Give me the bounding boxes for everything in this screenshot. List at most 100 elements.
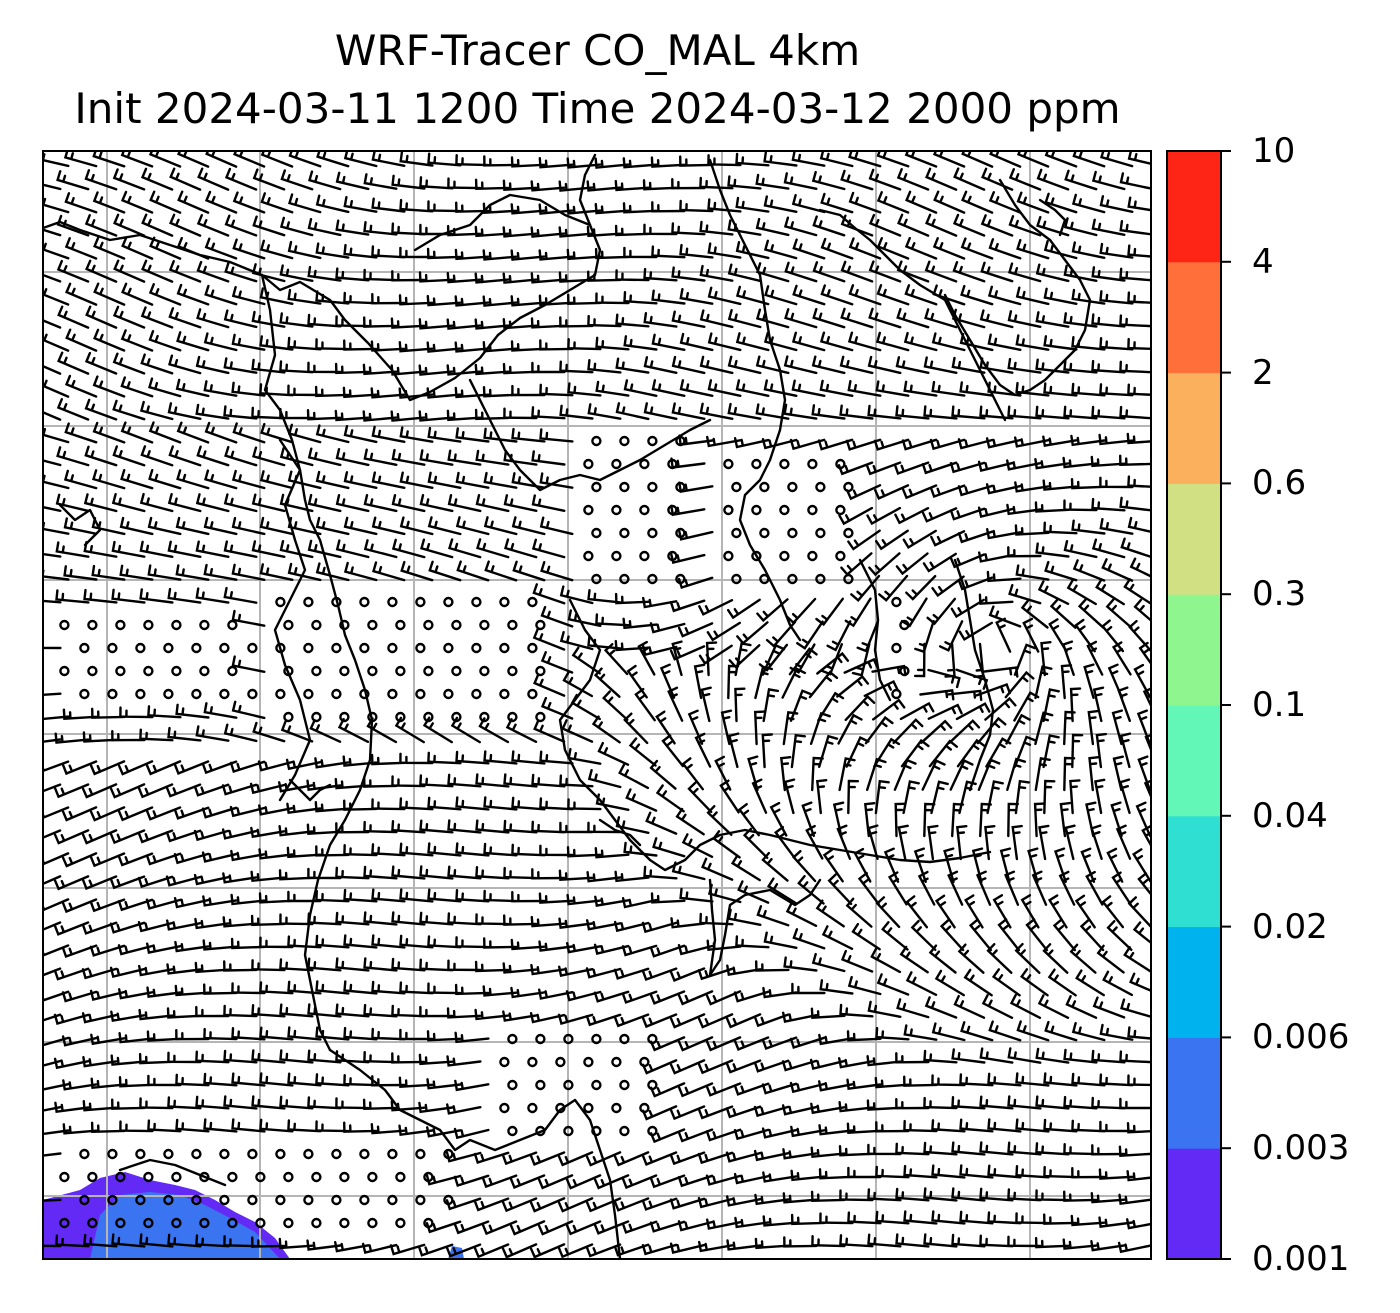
wind-barb: [455, 516, 490, 536]
wind-barb: [670, 917, 706, 929]
wind-barb: [952, 213, 986, 237]
wind-barb: [756, 598, 789, 623]
wind-barb: [953, 994, 986, 1019]
wind-barb: [307, 539, 342, 559]
wind-barb: [455, 889, 490, 903]
wind-barb: [875, 1210, 910, 1225]
calm-wind-marker: [219, 1194, 230, 1206]
wind-barb: [1083, 663, 1095, 699]
wind-barb: [840, 169, 874, 191]
wind-barb: [593, 1220, 630, 1235]
wind-barb: [43, 374, 70, 398]
wind-barb: [1127, 196, 1151, 212]
wind-barb: [623, 712, 649, 745]
wind-barb: [791, 331, 826, 352]
wind-barb: [455, 796, 490, 811]
wind-barb: [363, 776, 398, 788]
wind-barb: [391, 911, 426, 926]
calm-wind-marker: [107, 1148, 118, 1160]
wind-barb: [641, 1105, 678, 1121]
wind-barb: [538, 294, 574, 306]
wind-barb: [845, 438, 882, 451]
wind-barb: [727, 219, 762, 236]
calm-wind-marker: [611, 1056, 622, 1068]
wind-barb: [961, 190, 994, 214]
wind-barb: [1071, 241, 1106, 259]
wind-barb: [932, 284, 966, 306]
wind-barb: [755, 403, 790, 420]
wind-barb: [363, 1003, 398, 1018]
calm-wind-marker: [479, 665, 490, 677]
wind-barb: [43, 1059, 62, 1067]
wind-barb: [538, 203, 574, 215]
wind-barb: [733, 437, 770, 449]
wind-barb: [166, 919, 202, 931]
wind-barb: [1043, 287, 1078, 305]
wind-barb: [991, 968, 1021, 997]
wind-barb: [531, 773, 566, 788]
wind-barb: [502, 179, 538, 191]
wind-barb: [286, 802, 322, 815]
wind-barb: [988, 191, 1022, 214]
wind-barb: [539, 472, 574, 489]
wind-barb: [168, 260, 202, 283]
wind-barb: [53, 829, 90, 845]
wind-barb: [1102, 970, 1134, 997]
wind-barb: [1098, 1216, 1134, 1228]
calm-wind-marker: [647, 573, 658, 585]
calm-wind-marker: [415, 596, 426, 608]
calm-wind-marker: [135, 642, 146, 654]
wind-barb: [1117, 1241, 1151, 1254]
wind-barb: [671, 266, 706, 282]
wind-barbs: [43, 151, 1151, 1259]
wind-barb: [259, 470, 294, 490]
wind-barb: [892, 718, 924, 745]
wind-barb: [977, 506, 1014, 518]
wind-barb: [279, 312, 314, 328]
wind-barb: [567, 748, 602, 765]
wind-barb: [951, 405, 986, 420]
wind-barb: [539, 339, 574, 351]
wind-barb: [483, 842, 518, 857]
wind-barb: [851, 922, 881, 951]
wind-barb: [510, 340, 546, 352]
calm-wind-marker: [247, 642, 258, 654]
wind-barb: [54, 732, 90, 744]
calm-wind-marker: [751, 504, 762, 516]
wind-barb: [790, 733, 806, 769]
wind-barb: [483, 155, 518, 167]
wind-barb: [1008, 584, 1042, 605]
wind-barb: [926, 597, 957, 626]
wind-barb: [816, 651, 850, 675]
wind-barb: [621, 1174, 658, 1190]
wind-barb: [445, 1243, 482, 1258]
calm-wind-marker: [115, 665, 126, 677]
wind-barb: [221, 828, 258, 840]
wind-barb: [425, 1220, 462, 1234]
wind-barb: [371, 843, 406, 857]
wind-barb: [455, 201, 490, 213]
wind-barb: [1071, 1022, 1106, 1042]
wind-barb: [1088, 756, 1100, 792]
wind-barb: [957, 943, 985, 974]
wind-barb: [737, 880, 770, 904]
wind-barb: [810, 1190, 846, 1203]
wind-barb: [315, 194, 350, 214]
wind-barb: [118, 988, 154, 1000]
wind-barb: [446, 224, 482, 237]
wind-barb: [677, 1082, 714, 1098]
wind-barb: [1038, 824, 1050, 861]
wind-barb: [279, 447, 314, 467]
calm-wind-marker: [891, 642, 902, 654]
wind-barb: [981, 167, 1014, 191]
wind-barb: [699, 176, 734, 190]
calm-wind-marker: [283, 1217, 294, 1229]
wind-barb: [251, 310, 286, 328]
wind-barb: [812, 261, 846, 283]
wind-barb: [1133, 598, 1151, 622]
wind-barb: [343, 844, 378, 857]
wind-barb: [481, 1174, 518, 1189]
wind-barb: [509, 1174, 546, 1189]
wind-barb: [193, 783, 230, 797]
wind-barb: [315, 980, 350, 995]
